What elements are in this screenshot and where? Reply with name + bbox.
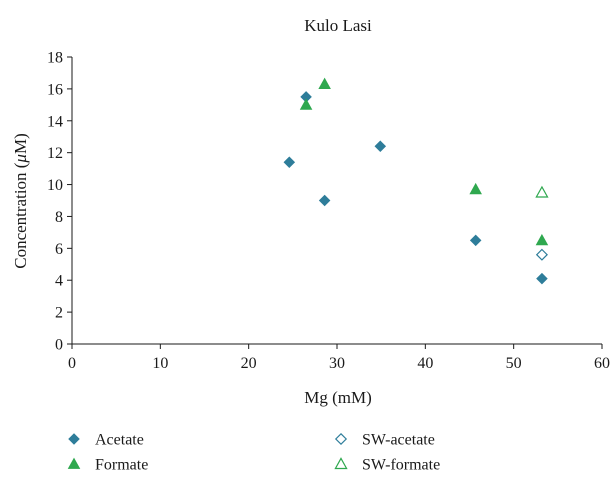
y-tick-label: 14: [47, 113, 63, 130]
y-tick-label: 10: [47, 177, 63, 194]
y-axis-label-mu: μ: [11, 154, 30, 164]
formate-point: [299, 98, 313, 110]
legend-marker-formate: [67, 457, 81, 469]
acetate-point: [318, 194, 331, 207]
legend-marker-sw-acetate: [334, 432, 348, 446]
x-tick-label: 40: [417, 355, 433, 372]
y-tick-label: 8: [55, 209, 63, 226]
sw-formate-point: [535, 185, 549, 198]
plot-area: 0 10 20 30 40 50 60 0 2 4 6 8 10 12 14 16 18: [47, 50, 610, 373]
x-axis-label: Mg (mM): [304, 388, 372, 407]
y-axis-label-prefix: Concentration (: [11, 162, 30, 269]
y-tick-label: 2: [55, 305, 63, 322]
acetate-point: [283, 156, 296, 168]
y-tick-label: 0: [55, 337, 63, 354]
y-tick-label: 4: [55, 273, 63, 290]
acetate-point: [469, 234, 482, 247]
acetate-point: [374, 140, 387, 153]
legend-label-acetate: Acetate: [95, 432, 144, 449]
x-tick-label: 20: [241, 355, 257, 372]
y-ticks: 0 2 4 6 8 10 12 14 16 18: [47, 50, 72, 354]
acetate-point: [536, 272, 548, 285]
x-tick-label: 0: [68, 355, 76, 372]
x-tick-label: 30: [329, 355, 345, 372]
legend-marker-acetate: [68, 433, 80, 445]
chart-title: Kulo Lasi: [304, 16, 372, 35]
legend-label-formate: Formate: [95, 457, 148, 474]
sw-acetate-point: [535, 248, 548, 261]
x-tick-label: 50: [506, 355, 522, 372]
formate-point: [469, 182, 482, 195]
legend-marker-sw-formate: [334, 457, 348, 470]
formate-point: [535, 233, 549, 246]
x-ticks: 0 10 20 30 40 50 60: [68, 344, 610, 372]
formate-point: [318, 77, 331, 89]
legend: Acetate Formate SW-acetate SW-formate: [67, 432, 440, 474]
y-tick-label: 12: [47, 145, 63, 162]
y-tick-label: 18: [47, 50, 63, 67]
x-tick-label: 60: [594, 355, 610, 372]
data-markers: [283, 77, 549, 285]
legend-label-sw-formate: SW-formate: [362, 457, 440, 474]
legend-label-sw-acetate: SW-acetate: [362, 432, 435, 449]
x-tick-label: 10: [152, 355, 168, 372]
y-tick-label: 16: [47, 81, 63, 98]
y-tick-label: 6: [55, 241, 63, 258]
y-axis-label: Concentration (μM): [11, 133, 30, 269]
y-axis-label-suffix: M): [11, 133, 30, 154]
